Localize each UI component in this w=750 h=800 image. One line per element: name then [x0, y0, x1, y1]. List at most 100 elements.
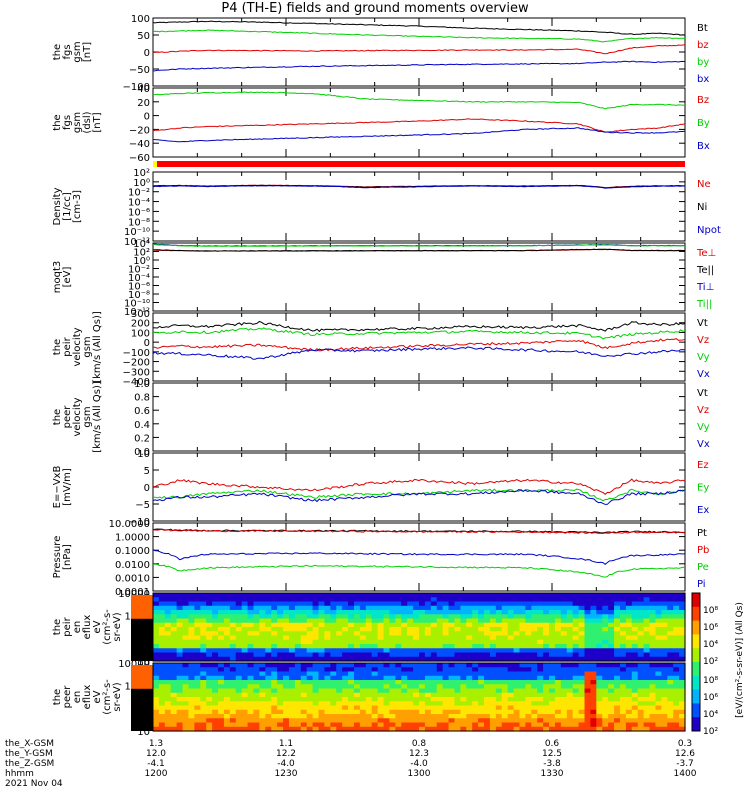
y-tick-label: 10⁴: [133, 239, 150, 250]
spectrogram-cell: [288, 709, 296, 715]
spectrogram-cell: [395, 597, 402, 603]
spectrogram-cell: [271, 631, 278, 637]
spectrogram-cell: [200, 726, 207, 732]
spectrogram-cell: [223, 714, 231, 719]
spectrogram-cell: [407, 701, 414, 707]
spectrogram-cell: [306, 605, 314, 611]
spectrogram-cell: [324, 618, 331, 624]
spectrogram-cell: [578, 709, 586, 715]
spectrogram-cell: [590, 622, 597, 628]
y-tick-label: 5: [144, 466, 150, 477]
spectrogram-cell: [395, 663, 402, 668]
spectrogram-cell: [560, 671, 568, 677]
spectrogram-cell: [407, 610, 414, 615]
spectrogram-cell: [336, 597, 343, 603]
spectrogram-cell: [495, 714, 503, 719]
spectrogram-cell: [424, 667, 432, 673]
spectrogram-cell: [300, 680, 308, 685]
spectrogram-cell: [661, 605, 668, 611]
spectrogram-cell: [153, 718, 160, 724]
spectrogram-cell: [549, 722, 556, 728]
spectrogram-cell: [288, 675, 296, 681]
spectrogram-cell: [395, 639, 402, 645]
spectrogram-cell: [584, 627, 592, 632]
spectrogram-cell: [484, 709, 491, 715]
spectrogram-cell: [223, 644, 231, 649]
spectrogram-cell: [200, 644, 207, 649]
spectrogram-cell: [200, 652, 207, 658]
spectrogram-cell: [566, 593, 574, 598]
spectrogram-cell: [153, 622, 160, 628]
spectrogram-cell: [655, 605, 662, 611]
spectrogram-cell: [206, 680, 213, 685]
spectrogram-cell: [513, 593, 521, 598]
spectrogram-cell: [253, 593, 260, 598]
spectrogram-cell: [176, 671, 184, 677]
spectrogram-cell: [661, 597, 668, 603]
spectrogram-cell: [330, 631, 337, 637]
spectrogram-cell: [679, 663, 686, 668]
spectrogram-cell: [631, 722, 639, 728]
spectrogram-cell: [318, 684, 326, 690]
spectrogram-cell: [614, 663, 621, 668]
spectrogram-cell: [661, 726, 668, 732]
spectrogram-cell: [537, 605, 544, 611]
spectrogram-cell: [348, 663, 355, 668]
spectrogram-cell: [176, 684, 184, 690]
spectrogram-cell: [312, 639, 320, 645]
spectrogram-cell: [649, 593, 657, 598]
spectrogram-cell: [359, 597, 367, 603]
spectrogram-cell: [288, 644, 296, 649]
spectrogram-cell: [413, 644, 420, 649]
spectrogram-cell: [549, 692, 556, 698]
spectrogram-cell: [401, 618, 408, 624]
spectrogram-cell: [525, 671, 532, 677]
y-tick-label: 10²: [133, 248, 150, 259]
spectrogram-cell: [543, 622, 550, 628]
spectrogram-cell: [619, 675, 627, 681]
spectrogram-cell: [294, 714, 302, 719]
spectrogram-cell: [560, 701, 568, 707]
spectrogram-cell: [673, 601, 680, 607]
spectrogram-cell: [637, 684, 645, 690]
spectrogram-cell: [235, 597, 243, 603]
spectrogram-cell: [259, 675, 266, 681]
spectrogram-cell: [342, 648, 349, 654]
spectrogram-cell: [578, 680, 586, 685]
spectrogram-cell: [158, 597, 166, 603]
spectrogram-cell: [182, 593, 190, 598]
spectrogram-cell: [584, 675, 592, 681]
spectrogram-cell: [300, 618, 308, 624]
spectrogram-cell: [596, 614, 603, 620]
spectrogram-cell: [318, 718, 326, 724]
spectrogram-cell: [448, 663, 456, 668]
spectrogram-cell: [519, 663, 526, 668]
spectrogram-cell: [294, 605, 302, 611]
spectrogram-cell: [194, 718, 201, 724]
spectrogram-cell: [525, 627, 532, 632]
spectrogram-cell: [212, 671, 219, 677]
spectrogram-cell: [306, 618, 314, 624]
spectrogram-cell: [365, 601, 373, 607]
ephemeris-value: -3.7: [676, 759, 694, 769]
spectrogram-cell: [519, 601, 526, 607]
spectrogram-cell: [549, 726, 556, 732]
spectrogram-cell: [667, 631, 674, 637]
spectrogram-cell: [478, 671, 485, 677]
spectrogram-cell: [229, 722, 237, 728]
spectrogram-cell: [194, 709, 201, 715]
spectrogram-cell: [383, 605, 391, 611]
spectrogram-cell: [584, 718, 592, 724]
spectrogram-cell: [188, 601, 195, 607]
spectrogram-cell: [525, 697, 532, 702]
spectrogram-cell: [519, 614, 526, 620]
spectrogram-cell: [419, 644, 426, 649]
spectrogram-cell: [661, 663, 668, 668]
spectrogram-cell: [241, 697, 249, 702]
spectrogram-cell: [218, 722, 225, 728]
spectrogram-cell: [395, 652, 402, 658]
spectrogram-cell: [413, 726, 420, 732]
spectrogram-cell: [466, 652, 473, 658]
spectrogram-cell: [312, 663, 320, 668]
spectrogram-cell: [484, 622, 491, 628]
